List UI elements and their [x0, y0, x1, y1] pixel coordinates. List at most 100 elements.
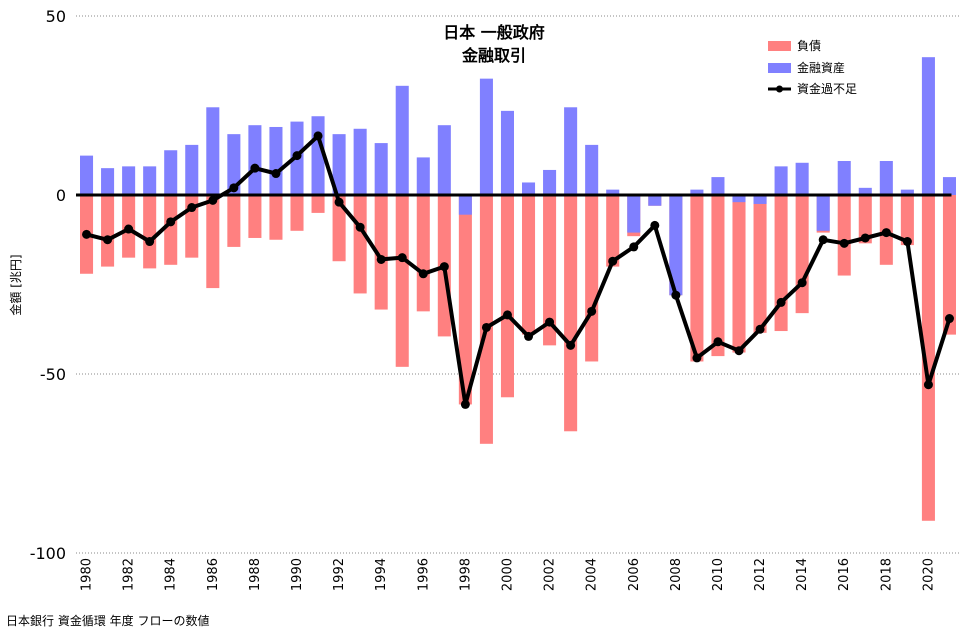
liabilities-bar: [500, 195, 515, 398]
source-note: 日本銀行 資金循環 年度 フローの数値: [6, 613, 209, 628]
financial-assets-bar: [521, 182, 536, 195]
x-tick-label: 1986: [206, 558, 221, 591]
financial-assets-bar: [711, 177, 725, 195]
financial-assets-bar: [774, 166, 788, 195]
financial-assets-bar: [795, 162, 809, 195]
net-lending-point: [944, 314, 954, 324]
liabilities-bar: [143, 195, 157, 269]
net-lending-point: [860, 233, 870, 243]
net-lending-point: [418, 269, 428, 279]
net-lending-point: [439, 262, 449, 272]
x-tick-label: 2014: [795, 558, 810, 591]
net-lending-point: [103, 235, 113, 245]
financial-assets-bar: [585, 144, 599, 195]
x-tick-label: 1988: [248, 558, 263, 591]
net-lending-point: [587, 306, 597, 316]
liabilities-bar: [921, 195, 935, 521]
financial-assets-bar: [374, 143, 388, 195]
financial-assets-bar: [122, 166, 136, 195]
net-lending-point: [608, 256, 618, 266]
financial-assets-bar: [543, 169, 557, 195]
liabilities-bar: [900, 195, 914, 246]
financial-assets-bar: [900, 189, 914, 195]
liabilities-bar: [942, 195, 957, 335]
liabilities-bar: [206, 195, 220, 289]
financial-assets-bar: [732, 195, 746, 203]
x-tick-label: 2016: [837, 558, 852, 591]
liabilities-bar: [732, 195, 746, 353]
net-lending-point: [755, 324, 765, 334]
financial-assets-bar: [564, 107, 578, 195]
liabilities-bar: [690, 195, 704, 362]
net-lending-point: [355, 222, 365, 232]
x-tick-label: 1982: [122, 558, 137, 591]
net-lending-point: [166, 217, 176, 227]
financial-assets-bar: [648, 195, 662, 206]
net-lending-point: [692, 353, 702, 363]
x-tick-label: 1996: [416, 558, 431, 591]
net-lending-point: [271, 169, 281, 179]
chart-title-line-2: 金融取引: [461, 46, 526, 65]
net-lending-point: [481, 322, 491, 332]
liabilities-bar: [269, 195, 283, 240]
financial-assets-bar: [143, 166, 157, 195]
liabilities-bar: [606, 195, 620, 267]
net-lending-point: [839, 238, 849, 248]
financial-assets-bar: [627, 195, 641, 233]
net-lending-point: [923, 380, 933, 390]
financial-assets-bar: [606, 189, 620, 195]
liabilities-bar: [395, 195, 409, 367]
financial-assets-bar: [269, 126, 283, 195]
financial-assets-bar: [942, 177, 957, 195]
net-lending-point: [545, 317, 555, 327]
x-tick-label: 2000: [500, 558, 515, 591]
liabilities-bar: [543, 195, 557, 346]
liabilities-bar: [564, 195, 578, 432]
legend: 負債 金融資産 資金過不足: [768, 38, 857, 96]
net-lending-point: [187, 203, 197, 213]
financial-assets-bar: [437, 125, 451, 195]
x-tick-label: 1980: [80, 558, 95, 591]
liabilities-bar: [753, 195, 767, 333]
net-lending-point: [502, 310, 512, 320]
x-tick-label: 1994: [374, 558, 389, 591]
x-tick-label: 1992: [332, 558, 347, 591]
financial-assets-bar: [164, 150, 178, 195]
net-lending-point: [397, 253, 407, 263]
financial-assets-bar: [879, 160, 893, 195]
x-tick-label: 1990: [290, 558, 305, 591]
x-tick-label: 2010: [711, 558, 726, 591]
liabilities-bar: [585, 195, 599, 362]
liabilities-bar: [795, 195, 809, 314]
net-lending-point: [145, 237, 155, 247]
financial-assets-bar: [332, 134, 346, 195]
net-lending-point: [797, 278, 807, 288]
x-tick-label: 1984: [164, 558, 179, 591]
net-lending-point: [671, 290, 681, 300]
liabilities-bar: [248, 195, 262, 238]
net-lending-point: [334, 197, 344, 207]
financial-assets-bar: [669, 195, 683, 296]
financial-assets-bar: [816, 195, 830, 231]
x-tick-label: 2006: [627, 558, 642, 591]
financial-assets-bar: [858, 187, 872, 195]
liabilities-bar: [164, 195, 178, 265]
financial-assets-bar: [206, 107, 220, 195]
legend-swatch-liabilities: [768, 41, 791, 51]
x-tick-label: 2004: [585, 558, 600, 591]
liabilities-bar: [353, 195, 367, 294]
grid-layer: [76, 15, 960, 554]
liabilities-bar: [837, 195, 851, 276]
x-tick-label: 2012: [753, 558, 768, 591]
net-lending-point: [734, 346, 744, 356]
x-tick-label: 2008: [669, 558, 684, 591]
liabilities-bar: [479, 195, 493, 444]
net-lending-point: [650, 220, 660, 230]
net-lending-point: [124, 224, 134, 234]
financial-assets-bar: [837, 160, 851, 195]
ticks-layer: 50 0 -50 -100 1980 1982 1984 1986 1988 1990 1992 19…: [30, 7, 937, 591]
liabilities-bar: [416, 195, 430, 312]
financial-assets-bar: [479, 78, 493, 195]
